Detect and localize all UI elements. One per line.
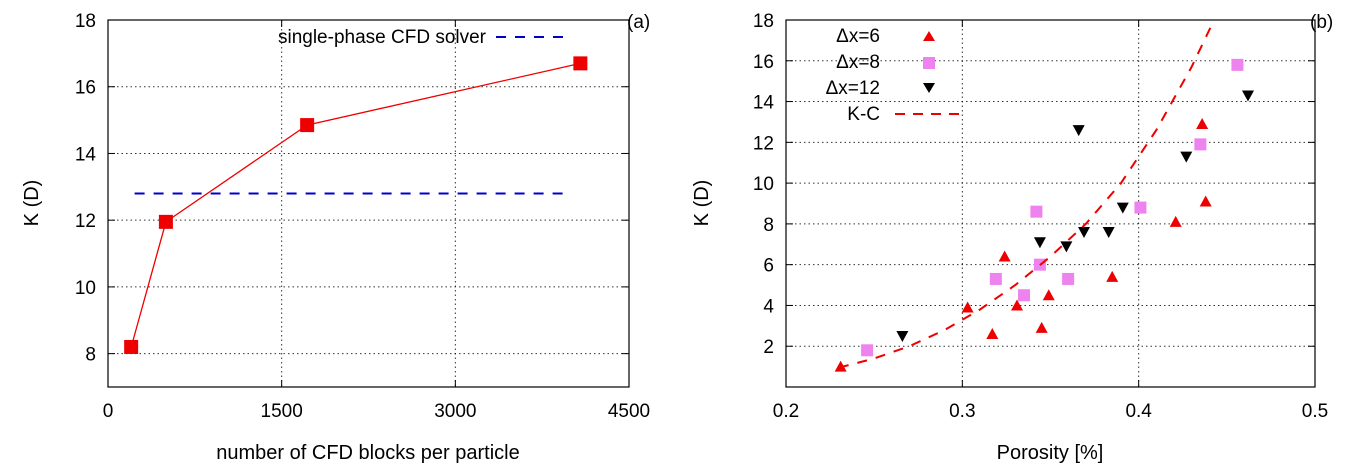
chart-b-series-0-point <box>1169 215 1182 227</box>
chart-a-x-tick-label: 4500 <box>608 401 650 422</box>
chart-b-legend-marker-dx6 <box>923 31 935 41</box>
chart-b-series-0-point <box>1196 117 1209 129</box>
chart-a-y-tick-label: 18 <box>75 11 96 32</box>
chart-b-series-0-point <box>986 327 999 339</box>
chart-b-legend-marker-dx8 <box>923 57 935 69</box>
chart-b-series-0-point <box>1042 289 1055 301</box>
chart-b-series-1-point <box>1062 272 1075 285</box>
chart-b-series-2-point <box>1033 237 1046 249</box>
chart-b-y-tick-label: 14 <box>753 93 775 114</box>
chart-b-series-0-point <box>998 250 1011 262</box>
chart-a-y-tick-label: 8 <box>85 345 96 366</box>
chart-a-series-0-line <box>130 62 581 348</box>
chart-a-y-axis-label: K (D) <box>21 180 43 227</box>
chart-b-series-1-point <box>989 272 1002 285</box>
chart-b-series-0-point <box>1199 195 1212 207</box>
chart-b: 0.2 0.3 0.4 0.5 2 4 6 8 10 12 14 16 18 Δx=6 Δx=8 Δx… <box>691 11 1333 464</box>
chart-b-series-1-point <box>1030 205 1043 218</box>
chart-a-y-tick-label: 12 <box>75 211 96 232</box>
chart-a-series-0-point <box>158 214 173 229</box>
chart-b-series-2-point <box>1060 241 1073 253</box>
chart-a-grid <box>108 20 629 387</box>
chart-b-y-tick-label: 4 <box>763 296 774 317</box>
chart-b-grid <box>786 20 1315 387</box>
chart-b-series-2-point <box>1241 90 1254 102</box>
chart-b-y-tick-label: 2 <box>763 337 774 358</box>
chart-a-plot-frame <box>107 19 630 388</box>
chart-b-series-2-point <box>1180 151 1193 163</box>
chart-b-series-1-point <box>1231 58 1244 71</box>
chart-b-x-tick-label: 0.2 <box>773 401 799 422</box>
chart-a-x-axis-label: number of CFD blocks per particle <box>216 442 519 464</box>
chart-b-series-0-point <box>1106 270 1119 282</box>
chart-b-y-tick-label: 6 <box>763 256 774 277</box>
chart-a-legend: single-phase CFD solver <box>278 27 566 48</box>
chart-b-series-1-point <box>1134 201 1147 214</box>
chart-b-legend: Δx=6 Δx=8 Δx=12 K-C <box>826 26 962 125</box>
chart-a-x-tick-label: 1500 <box>261 401 303 422</box>
chart-a-x-tick-label: 3000 <box>434 401 476 422</box>
chart-b-y-tick-label: 10 <box>753 174 774 195</box>
chart-b-y-tick-label: 18 <box>753 11 774 32</box>
chart-b-y-tick-label: 12 <box>753 133 774 154</box>
chart-b-y-tick-label: 16 <box>753 52 774 73</box>
chart-b-series-1-point <box>1018 289 1031 302</box>
chart-b-series-0-point <box>1035 321 1048 333</box>
chart-a-series-0-point <box>124 339 139 354</box>
chart-b-y-axis-label: K (D) <box>691 180 713 227</box>
chart-b-series-0-point <box>961 301 974 313</box>
chart-a-y-tick-label: 14 <box>75 144 97 165</box>
chart-b-x-tick-label: 0.4 <box>1125 401 1152 422</box>
chart-a-series-0-point <box>573 56 588 71</box>
chart-b-marks <box>834 20 1254 372</box>
chart-b-x-ticks: 0.2 0.3 0.4 0.5 <box>773 20 1328 422</box>
chart-a: 0 1500 3000 4500 8 10 12 14 16 18 single-phase C… <box>21 11 650 464</box>
chart-b-series-2-point <box>1102 227 1115 239</box>
chart-b-series-1-point <box>1194 138 1207 151</box>
chart-b-x-axis-label: Porosity [%] <box>997 442 1104 464</box>
chart-b-legend-label-dx6: Δx=6 <box>836 26 880 47</box>
chart-b-series-0-point <box>834 360 847 372</box>
chart-b-series-3-line <box>838 20 1216 369</box>
chart-a-y-tick-label: 10 <box>75 278 96 299</box>
chart-a-legend-label: single-phase CFD solver <box>278 27 487 48</box>
chart-b-series-0-point <box>1010 299 1023 311</box>
chart-b-series-2-point <box>1116 202 1129 214</box>
chart-b-x-tick-label: 0.3 <box>949 401 975 422</box>
chart-a-panel-label: (a) <box>627 12 650 33</box>
chart-b-legend-label-kc: K-C <box>847 104 880 125</box>
chart-a-marks <box>124 56 588 354</box>
chart-b-series-2-point <box>1072 125 1085 137</box>
chart-b-legend-label-dx12: Δx=12 <box>826 78 880 99</box>
chart-b-x-tick-label: 0.5 <box>1302 401 1328 422</box>
chart-b-series-2-point <box>1078 227 1091 239</box>
chart-b-y-ticks: 2 4 6 8 10 12 14 16 18 <box>753 11 1315 358</box>
chart-b-plot-frame <box>785 19 1316 388</box>
chart-b-y-tick-label: 8 <box>763 215 774 236</box>
chart-a-x-ticks: 0 1500 3000 4500 <box>103 20 650 422</box>
chart-a-x-tick-label: 0 <box>103 401 114 422</box>
chart-a-y-tick-label: 16 <box>75 78 96 99</box>
chart-b-legend-label-dx8: Δx=8 <box>836 52 880 73</box>
chart-b-series-1-point <box>861 344 874 357</box>
chart-a-series-0-point <box>300 118 315 133</box>
chart-a-y-ticks: 8 10 12 14 16 18 <box>75 11 629 366</box>
chart-b-legend-marker-dx12 <box>923 83 935 93</box>
chart-b-series-2-point <box>896 331 909 343</box>
chart-b-panel-label: (b) <box>1310 12 1333 33</box>
